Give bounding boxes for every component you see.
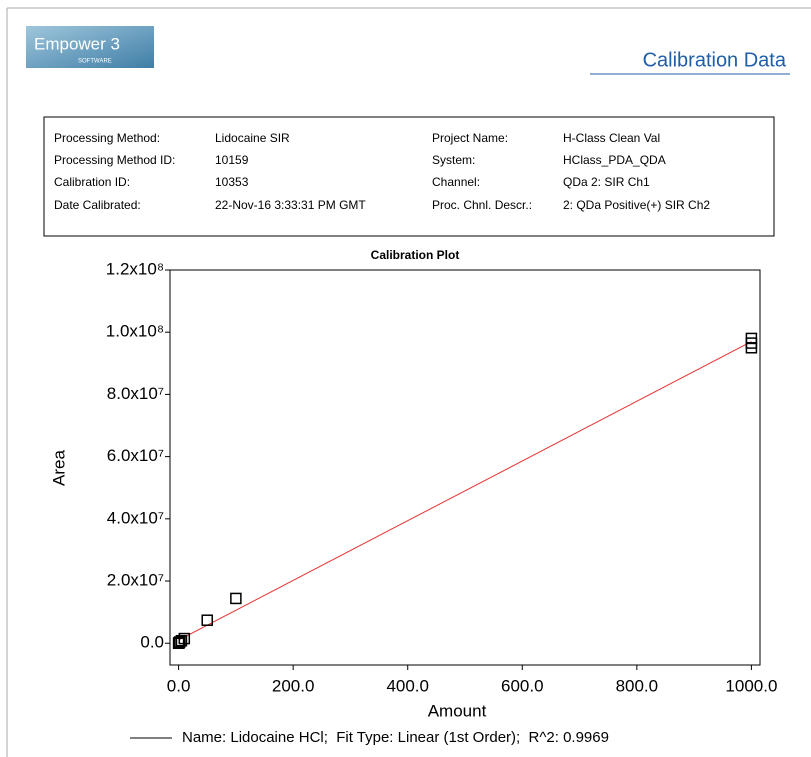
y-tick-label: 1.2x10⁸ bbox=[106, 259, 164, 278]
data-point bbox=[230, 592, 242, 605]
data-point bbox=[745, 332, 758, 345]
info-label: Processing Method: bbox=[54, 131, 160, 145]
info-value: 10353 bbox=[215, 175, 249, 189]
report-title: Calibration Data bbox=[643, 49, 787, 71]
info-value: 2: QDa Positive(+) SIR Ch2 bbox=[563, 198, 710, 212]
chart-title: Calibration Plot bbox=[371, 248, 460, 262]
fit-line bbox=[178, 341, 752, 641]
y-tick-label: 8.0x10⁷ bbox=[107, 384, 164, 403]
info-label: Processing Method ID: bbox=[54, 153, 175, 167]
info-label: Channel: bbox=[432, 175, 480, 189]
y-tick-label: 0.0 bbox=[140, 633, 164, 652]
x-tick-label: 0.0 bbox=[167, 676, 191, 695]
info-value: QDa 2: SIR Ch1 bbox=[563, 175, 650, 189]
x-axis-label: Amount bbox=[428, 701, 487, 720]
y-axis-label: Area bbox=[49, 450, 68, 486]
info-box bbox=[43, 116, 775, 237]
logo: Empower 3 bbox=[34, 34, 120, 53]
info-value: Lidocaine SIR bbox=[215, 131, 290, 145]
info-label: Date Calibrated: bbox=[54, 198, 141, 212]
x-tick-label: 1000.0 bbox=[725, 676, 777, 695]
y-tick-label: 6.0x10⁷ bbox=[107, 446, 164, 465]
logo-box bbox=[26, 26, 154, 68]
x-tick-label: 400.0 bbox=[386, 676, 429, 695]
data-point bbox=[178, 632, 191, 645]
info-value: HClass_PDA_QDA bbox=[563, 153, 666, 167]
y-tick-label: 4.0x10⁷ bbox=[107, 508, 164, 527]
info-label: Calibration ID: bbox=[54, 175, 130, 189]
x-tick-label: 800.0 bbox=[616, 676, 659, 695]
info-label: Proc. Chnl. Descr.: bbox=[432, 198, 532, 212]
info-value: H-Class Clean Val bbox=[563, 131, 660, 145]
data-point bbox=[175, 634, 188, 647]
plot-frame bbox=[169, 269, 761, 666]
info-label: System: bbox=[432, 153, 475, 167]
x-tick-label: 600.0 bbox=[501, 676, 544, 695]
info-value: 22-Nov-16 3:33:31 PM GMT bbox=[215, 198, 366, 212]
x-tick-label: 200.0 bbox=[272, 676, 315, 695]
info-label: Project Name: bbox=[432, 131, 508, 145]
y-tick-label: 2.0x10⁷ bbox=[107, 571, 164, 590]
info-value: 10159 bbox=[215, 153, 249, 167]
data-point bbox=[201, 614, 213, 626]
legend-text: Name: Lidocaine HCl; Fit Type: Linear (1… bbox=[182, 729, 609, 746]
logo-sub: SOFTWARE bbox=[78, 59, 112, 65]
y-tick-label: 1.0x10⁸ bbox=[106, 322, 164, 341]
